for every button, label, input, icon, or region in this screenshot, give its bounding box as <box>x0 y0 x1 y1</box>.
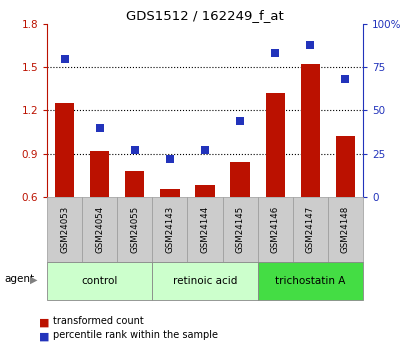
Text: agent: agent <box>4 275 34 284</box>
Text: retinoic acid: retinoic acid <box>172 276 237 286</box>
Bar <box>90 151 109 197</box>
Text: GSM24144: GSM24144 <box>200 206 209 253</box>
Bar <box>55 103 74 197</box>
Bar <box>47 197 82 262</box>
Bar <box>257 262 362 300</box>
Text: trichostatin A: trichostatin A <box>274 276 344 286</box>
Text: GSM24146: GSM24146 <box>270 206 279 253</box>
Bar <box>265 93 284 197</box>
Point <box>201 147 208 153</box>
Bar <box>125 171 144 197</box>
Text: percentile rank within the sample: percentile rank within the sample <box>53 330 218 340</box>
Bar <box>160 189 179 197</box>
Bar <box>327 197 362 262</box>
Point <box>236 118 243 124</box>
Point <box>131 147 138 153</box>
Point <box>341 77 348 82</box>
Bar <box>47 262 152 300</box>
Text: GSM24055: GSM24055 <box>130 206 139 253</box>
Text: ■: ■ <box>39 317 49 327</box>
Point <box>271 51 278 56</box>
Text: GSM24147: GSM24147 <box>305 206 314 253</box>
Bar <box>82 197 117 262</box>
Bar <box>117 197 152 262</box>
Point <box>61 56 68 61</box>
Bar <box>292 197 327 262</box>
Bar <box>300 65 319 197</box>
Bar <box>152 197 187 262</box>
Text: GSM24053: GSM24053 <box>60 206 69 253</box>
Bar <box>335 136 354 197</box>
Point <box>166 156 173 161</box>
Title: GDS1512 / 162249_f_at: GDS1512 / 162249_f_at <box>126 9 283 22</box>
Bar <box>187 197 222 262</box>
Text: control: control <box>81 276 118 286</box>
Bar <box>152 262 257 300</box>
Text: ▶: ▶ <box>30 275 37 284</box>
Text: ■: ■ <box>39 332 49 342</box>
Bar <box>257 197 292 262</box>
Text: GSM24143: GSM24143 <box>165 206 174 253</box>
Text: GSM24145: GSM24145 <box>235 206 244 253</box>
Text: GSM24148: GSM24148 <box>340 206 349 253</box>
Bar <box>230 162 249 197</box>
Text: GSM24054: GSM24054 <box>95 206 104 253</box>
Bar <box>195 185 214 197</box>
Bar <box>222 197 257 262</box>
Text: transformed count: transformed count <box>53 316 144 326</box>
Point <box>96 125 103 130</box>
Point <box>306 42 313 48</box>
